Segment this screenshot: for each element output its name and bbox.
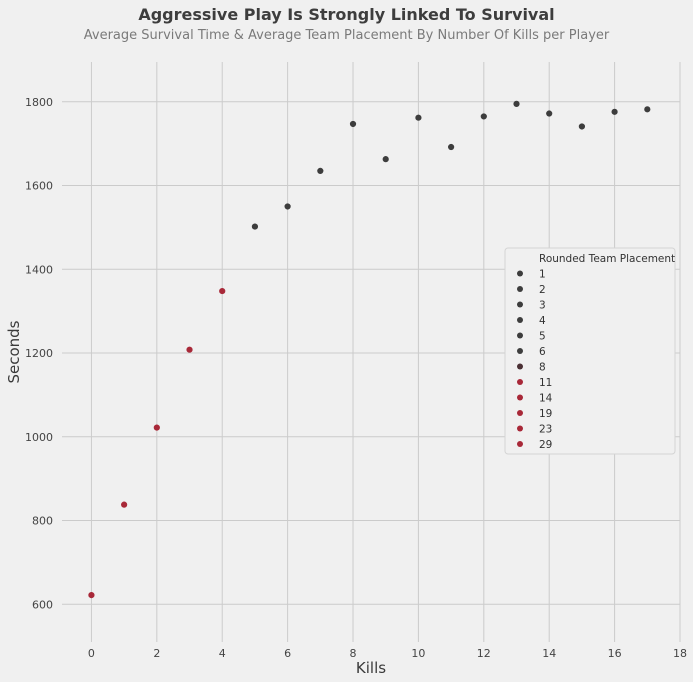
legend-marker xyxy=(517,348,523,354)
data-points xyxy=(88,100,651,599)
x-tick-label: 14 xyxy=(542,647,556,660)
legend-entry-label: 4 xyxy=(539,315,546,327)
chart-subtitle: Average Survival Time & Average Team Pla… xyxy=(83,28,610,43)
legend-marker xyxy=(517,286,523,292)
legend-entry-label: 29 xyxy=(539,439,552,451)
data-point xyxy=(219,287,226,295)
x-tick-label: 10 xyxy=(411,647,425,660)
legend-entry-label: 19 xyxy=(539,408,552,420)
y-axis-label: Seconds xyxy=(5,320,23,383)
x-axis-label: Kills xyxy=(356,659,386,677)
legend-entry-label: 23 xyxy=(539,424,552,436)
data-point xyxy=(382,156,389,163)
data-point xyxy=(284,203,291,210)
data-point xyxy=(480,113,487,120)
x-tick-label: 0 xyxy=(88,647,95,660)
x-tick-label: 8 xyxy=(350,647,357,660)
y-tick-label: 1200 xyxy=(25,347,53,360)
data-point xyxy=(349,120,357,128)
legend-entry-label: 2 xyxy=(539,284,546,296)
legend-marker xyxy=(517,270,523,277)
data-point xyxy=(546,110,553,117)
y-tick-label: 1400 xyxy=(25,263,53,276)
data-point xyxy=(415,114,422,121)
data-point xyxy=(317,167,324,174)
legend-marker xyxy=(517,441,523,447)
legend-marker xyxy=(517,332,523,339)
legend-entry-label: 1 xyxy=(539,269,546,281)
x-tick-label: 16 xyxy=(608,647,622,660)
legend-entry-label: 14 xyxy=(539,393,553,405)
data-point xyxy=(644,106,651,113)
x-tick-label: 18 xyxy=(673,647,687,660)
legend-entry-label: 11 xyxy=(539,377,552,389)
x-tick-label: 4 xyxy=(219,647,226,660)
legend-marker xyxy=(517,379,523,385)
x-tick-labels: 0 2 4 6 8 10 12 14 16 18 xyxy=(88,647,687,660)
x-tick-label: 2 xyxy=(153,647,160,660)
y-tick-label: 1600 xyxy=(25,180,53,193)
legend-marker xyxy=(517,410,523,416)
legend-marker xyxy=(517,301,523,308)
data-point xyxy=(611,108,618,115)
data-point xyxy=(121,501,128,508)
data-point xyxy=(448,143,455,151)
data-point xyxy=(578,123,586,130)
y-tick-labels: 600 800 1000 1200 1400 1600 1800 xyxy=(25,96,53,612)
legend-marker xyxy=(517,363,523,370)
y-tick-label: 800 xyxy=(32,515,53,528)
grid xyxy=(62,62,681,642)
y-tick-label: 1000 xyxy=(25,431,53,444)
legend-entry-label: 8 xyxy=(539,362,546,374)
data-point xyxy=(251,223,259,230)
legend-entry-label: 5 xyxy=(539,331,546,343)
x-tick-label: 12 xyxy=(477,647,491,660)
data-point xyxy=(186,346,193,353)
legend-entry-label: 6 xyxy=(539,346,546,358)
legend-marker xyxy=(517,425,523,432)
legend-marker xyxy=(517,317,523,323)
y-tick-label: 600 xyxy=(32,598,53,611)
legend-box xyxy=(504,247,676,455)
legend-entry-label: 3 xyxy=(539,300,546,312)
data-point xyxy=(513,100,520,107)
y-tick-label: 1800 xyxy=(25,96,53,109)
legend-title: Rounded Team Placement xyxy=(539,253,675,265)
legend-marker xyxy=(517,394,523,401)
data-point xyxy=(88,591,95,599)
x-tick-label: 6 xyxy=(284,647,291,660)
chart-title: Aggressive Play Is Strongly Linked To Su… xyxy=(138,5,555,24)
data-point xyxy=(153,424,160,431)
